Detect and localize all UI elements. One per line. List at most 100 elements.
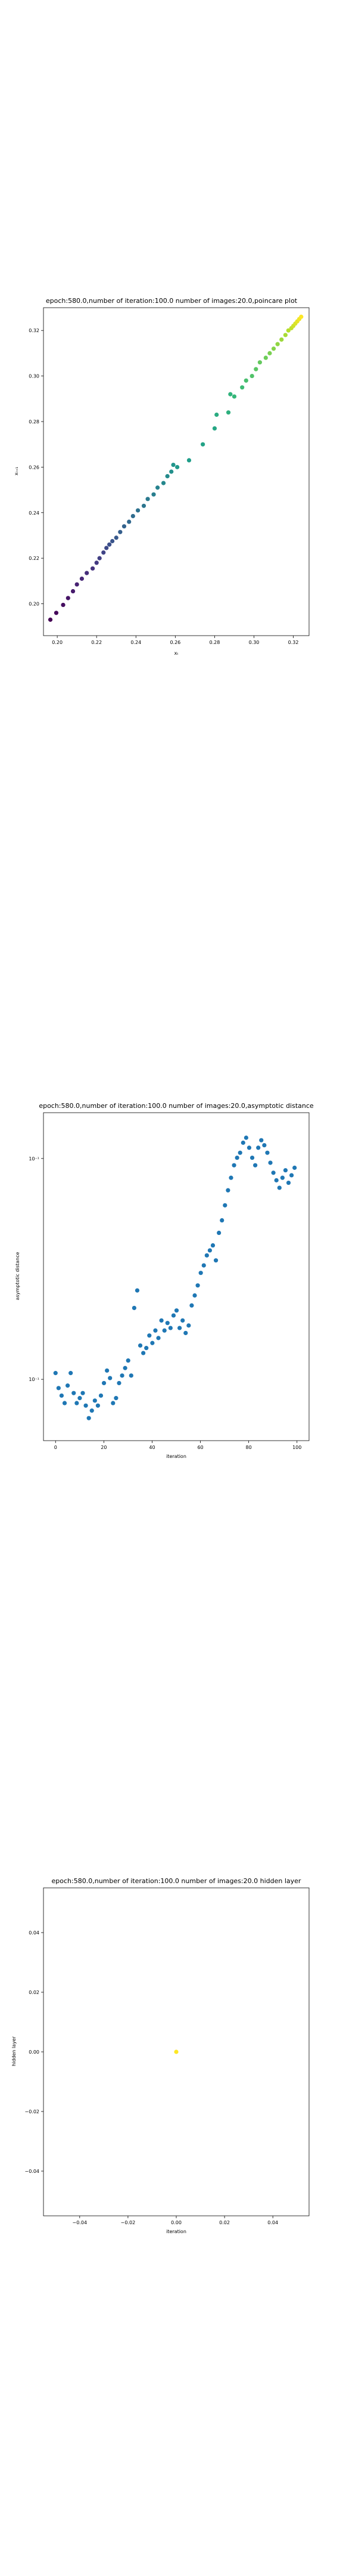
x-tick-label: 0.00 xyxy=(171,2220,182,2225)
data-point xyxy=(232,1163,236,1168)
data-point xyxy=(217,1230,222,1236)
data-point xyxy=(283,1168,288,1173)
data-point xyxy=(90,566,95,571)
data-point xyxy=(228,392,233,397)
data-point xyxy=(155,485,160,490)
data-point xyxy=(138,1343,143,1348)
data-point xyxy=(48,617,53,622)
y-tick-label: 0.00 xyxy=(29,2049,39,2055)
data-point xyxy=(141,503,146,508)
y-axis-label: xₜ₊₁ xyxy=(14,467,19,476)
data-point xyxy=(169,469,174,474)
data-point xyxy=(267,351,272,355)
data-point xyxy=(220,1218,224,1223)
data-point xyxy=(159,1318,164,1323)
data-point xyxy=(286,1180,291,1185)
data-point xyxy=(283,333,288,338)
data-point xyxy=(80,1391,85,1395)
poincare-plot-chart: epoch:580.0,number of iteration:100.0 nu… xyxy=(14,297,310,656)
x-tick-label: 40 xyxy=(149,1445,155,1450)
data-point xyxy=(238,1150,242,1155)
data-point xyxy=(126,1358,130,1363)
data-point xyxy=(61,602,66,608)
data-point xyxy=(129,1373,133,1378)
data-point xyxy=(265,1150,270,1155)
data-point xyxy=(286,328,291,333)
y-tick-label: 0.32 xyxy=(29,328,39,333)
y-tick-label: 0.24 xyxy=(29,510,39,516)
x-tick-label: 20 xyxy=(101,1445,107,1450)
asymptotic-distance-chart: epoch:580.0,number of iteration:100.0 nu… xyxy=(15,1102,314,1459)
data-point xyxy=(118,530,123,534)
data-point xyxy=(174,2049,179,2054)
data-point xyxy=(274,1178,279,1182)
data-point xyxy=(226,410,231,415)
data-point xyxy=(161,481,166,485)
data-point xyxy=(114,1396,119,1401)
data-point xyxy=(94,561,99,565)
y-ticks: −0.04 −0.02 0.00 0.02 0.04 xyxy=(24,1930,43,2174)
data-point xyxy=(86,1416,91,1420)
data-point xyxy=(256,1145,261,1150)
hidden-layer-chart: epoch:580.0,number of iteration:100.0 nu… xyxy=(11,1877,310,2234)
data-point xyxy=(210,1243,216,1248)
data-point xyxy=(62,1401,67,1405)
data-point xyxy=(171,1313,176,1318)
x-tick-label: 0.02 xyxy=(219,2220,230,2225)
data-point xyxy=(144,1346,149,1351)
data-point xyxy=(53,1371,58,1376)
data-point xyxy=(177,1326,182,1330)
x-tick-label: 0.20 xyxy=(52,640,63,645)
x-tick-label: 0 xyxy=(54,1445,57,1450)
y-tick-label: 0.30 xyxy=(29,374,39,379)
data-point xyxy=(85,571,89,575)
data-points xyxy=(174,2049,179,2054)
y-tick-label: 10⁻¹ xyxy=(29,1156,39,1162)
data-point xyxy=(186,1323,191,1328)
y-tick-label: −0.02 xyxy=(24,2109,39,2114)
data-point xyxy=(56,1386,61,1391)
data-point xyxy=(66,596,70,600)
data-point xyxy=(171,462,176,467)
x-axis-label: xₜ xyxy=(174,651,178,656)
data-point xyxy=(71,1391,76,1395)
x-axis-label: iteration xyxy=(166,2229,186,2234)
data-point xyxy=(183,1330,188,1336)
data-point xyxy=(101,550,106,555)
data-point xyxy=(250,1155,255,1160)
x-tick-label: −0.04 xyxy=(73,2220,88,2225)
data-point xyxy=(127,519,132,524)
data-point xyxy=(257,360,263,365)
data-point xyxy=(299,314,304,319)
x-tick-label: 100 xyxy=(292,1445,301,1450)
y-ticks: 10⁻¹ 10⁻¹ xyxy=(29,1156,43,1382)
data-point xyxy=(107,542,112,547)
data-point xyxy=(123,1366,127,1370)
data-point xyxy=(279,337,284,342)
data-point xyxy=(189,1303,194,1308)
x-axis-label: iteration xyxy=(166,1454,186,1459)
data-point xyxy=(262,1143,267,1148)
data-point xyxy=(121,524,127,529)
data-point xyxy=(277,1185,282,1190)
x-ticks: 0.20 0.22 0.24 0.26 0.28 0.30 0.32 xyxy=(52,636,298,645)
data-point xyxy=(141,1351,146,1355)
data-points xyxy=(53,1135,297,1420)
y-axis-label: hidden layer xyxy=(11,2036,17,2066)
data-point xyxy=(201,1263,206,1268)
data-point xyxy=(153,1328,158,1333)
data-point xyxy=(59,1393,64,1398)
y-tick-label: 0.20 xyxy=(29,602,39,607)
data-point xyxy=(165,474,170,479)
data-point xyxy=(226,1188,230,1193)
data-point xyxy=(54,611,59,615)
data-point xyxy=(271,1171,276,1175)
data-point xyxy=(97,556,102,561)
data-point xyxy=(223,1203,227,1208)
x-tick-label: 0.24 xyxy=(130,640,141,645)
data-point xyxy=(95,1403,101,1408)
data-point xyxy=(89,1408,94,1413)
data-point xyxy=(165,1321,170,1326)
data-point xyxy=(244,378,248,383)
data-point xyxy=(168,1326,173,1330)
